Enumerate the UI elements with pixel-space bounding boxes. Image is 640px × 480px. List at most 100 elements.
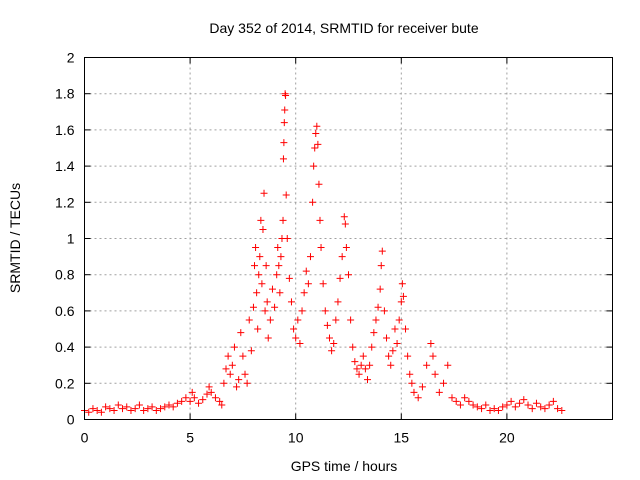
data-point bbox=[399, 280, 406, 287]
y-tick-label: 1.2 bbox=[55, 194, 75, 210]
data-point bbox=[487, 407, 494, 414]
data-point bbox=[170, 403, 177, 410]
data-point bbox=[252, 244, 259, 251]
data-point bbox=[262, 307, 269, 314]
data-point bbox=[227, 371, 234, 378]
data-point bbox=[225, 353, 232, 360]
data-point bbox=[233, 383, 240, 390]
data-point bbox=[337, 275, 344, 282]
data-point bbox=[303, 268, 310, 275]
data-point bbox=[244, 380, 251, 387]
data-point bbox=[195, 400, 202, 407]
data-point bbox=[429, 353, 436, 360]
data-point bbox=[157, 405, 164, 412]
data-point bbox=[533, 400, 540, 407]
data-point bbox=[482, 402, 489, 409]
data-point bbox=[102, 403, 109, 410]
data-point bbox=[256, 253, 263, 260]
data-point bbox=[301, 289, 308, 296]
data-point bbox=[364, 376, 371, 383]
data-point bbox=[136, 402, 143, 409]
data-point bbox=[402, 326, 409, 333]
data-point bbox=[280, 155, 287, 162]
data-point bbox=[316, 217, 323, 224]
data-point bbox=[89, 405, 96, 412]
data-point bbox=[349, 344, 356, 351]
data-point bbox=[223, 365, 230, 372]
data-point bbox=[508, 398, 515, 405]
data-point bbox=[419, 383, 426, 390]
data-point bbox=[516, 400, 523, 407]
data-point bbox=[410, 389, 417, 396]
data-point bbox=[379, 248, 386, 255]
plot-frame bbox=[85, 58, 613, 420]
data-point bbox=[342, 221, 349, 228]
data-point bbox=[132, 405, 139, 412]
data-point bbox=[391, 326, 398, 333]
data-point bbox=[444, 362, 451, 369]
data-point bbox=[499, 403, 506, 410]
data-point bbox=[347, 316, 354, 323]
data-point bbox=[275, 262, 282, 269]
data-point bbox=[529, 405, 536, 412]
data-point bbox=[328, 347, 335, 354]
data-point bbox=[332, 316, 339, 323]
data-point bbox=[324, 322, 331, 329]
data-point bbox=[239, 353, 246, 360]
data-point bbox=[248, 347, 255, 354]
data-point bbox=[453, 398, 460, 405]
y-tick-label: 0 bbox=[67, 412, 75, 428]
data-point bbox=[282, 92, 289, 99]
data-point bbox=[127, 407, 134, 414]
data-point bbox=[360, 353, 367, 360]
data-point bbox=[383, 335, 390, 342]
data-point bbox=[541, 405, 548, 412]
data-point bbox=[315, 181, 322, 188]
data-point bbox=[318, 244, 325, 251]
data-point bbox=[280, 217, 287, 224]
data-point bbox=[423, 362, 430, 369]
data-point bbox=[339, 253, 346, 260]
data-point bbox=[554, 405, 561, 412]
y-tick-label: 0.4 bbox=[55, 339, 75, 355]
data-point bbox=[85, 409, 92, 416]
data-point bbox=[94, 407, 101, 414]
data-point bbox=[269, 286, 276, 293]
data-point bbox=[242, 371, 249, 378]
data-point bbox=[203, 391, 210, 398]
data-point bbox=[461, 394, 468, 401]
x-tick-label: 15 bbox=[394, 430, 410, 446]
data-point bbox=[358, 362, 365, 369]
data-point bbox=[378, 262, 385, 269]
data-point bbox=[144, 405, 151, 412]
data-point bbox=[495, 407, 502, 414]
data-point bbox=[235, 376, 242, 383]
data-point bbox=[253, 289, 260, 296]
data-point bbox=[320, 280, 327, 287]
x-tick-label: 10 bbox=[288, 430, 304, 446]
data-point bbox=[512, 403, 519, 410]
data-point bbox=[406, 371, 413, 378]
data-point bbox=[351, 358, 358, 365]
data-point bbox=[274, 244, 281, 251]
data-point bbox=[343, 244, 350, 251]
y-tick-label: 2 bbox=[67, 50, 75, 66]
data-point bbox=[440, 380, 447, 387]
data-point bbox=[377, 286, 384, 293]
y-tick-label: 0.8 bbox=[55, 267, 75, 283]
data-point bbox=[229, 362, 236, 369]
data-point bbox=[465, 398, 472, 405]
data-point bbox=[199, 396, 206, 403]
data-point bbox=[550, 398, 557, 405]
data-point bbox=[389, 347, 396, 354]
data-point bbox=[436, 389, 443, 396]
data-point bbox=[537, 403, 544, 410]
data-point bbox=[178, 398, 185, 405]
data-point bbox=[257, 217, 264, 224]
data-point bbox=[404, 353, 411, 360]
data-point bbox=[345, 271, 352, 278]
y-axis-label: SRMTID / TECUs bbox=[7, 183, 23, 293]
data-point bbox=[174, 400, 181, 407]
data-point bbox=[280, 139, 287, 146]
x-tick-label: 5 bbox=[186, 430, 194, 446]
